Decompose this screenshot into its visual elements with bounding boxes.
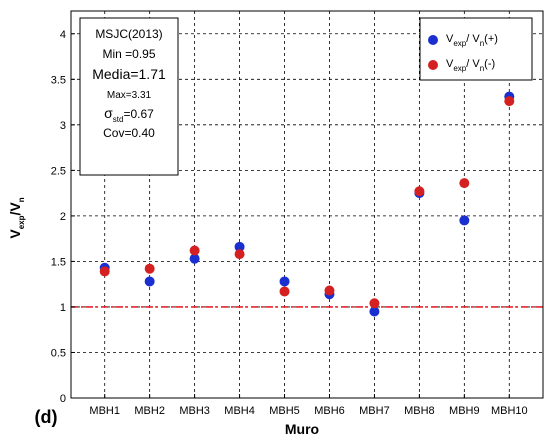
- y-tick-label: 1: [60, 302, 66, 314]
- stats-media: Media=1.71: [92, 66, 166, 82]
- y-tick-label: 1.5: [51, 256, 66, 268]
- point-negative-mbh7: [369, 298, 380, 309]
- y-tick-label: 2.5: [51, 165, 66, 177]
- y-axis-ticks: 0 0.5 1 1.5 2 2.5 3 3.5 4: [51, 29, 75, 405]
- stats-title: MSJC(2013): [95, 27, 162, 41]
- y-tick-label: 3: [60, 120, 66, 132]
- point-negative-mbh5: [279, 286, 290, 297]
- x-tick-label: MBH10: [491, 405, 528, 417]
- y-tick-label: 3.5: [51, 74, 66, 86]
- x-tick-label: MBH9: [449, 405, 480, 417]
- stats-std: σstd=0.67: [104, 105, 154, 124]
- point-positive-mbh9: [459, 215, 470, 226]
- point-positive-mbh5: [279, 276, 290, 287]
- point-negative-mbh2: [144, 263, 155, 274]
- point-positive-mbh3: [189, 253, 200, 264]
- x-tick-label: MBH4: [224, 405, 255, 417]
- point-negative-mbh6: [324, 285, 335, 296]
- y-tick-label: 0: [60, 393, 66, 405]
- stats-std-sub: std: [113, 115, 124, 124]
- legend-label-negative: Vexp/ Vn(-): [446, 58, 495, 73]
- point-positive-mbh2: [144, 276, 155, 287]
- stats-std-value: =0.67: [123, 107, 154, 121]
- point-negative-mbh1: [99, 266, 110, 277]
- panel-label: (d): [35, 407, 58, 427]
- x-axis-ticks: MBH1 MBH2 MBH3 MBH4 MBH5 MBH6 MBH7 MBH8 MBH9 MBH1…: [89, 394, 528, 417]
- legend-marker-positive: [428, 35, 438, 45]
- legend-label-positive: Vexp/ Vn(+): [446, 33, 498, 48]
- point-negative-mbh4: [234, 249, 245, 260]
- x-tick-label: MBH3: [179, 405, 210, 417]
- x-tick-label: MBH1: [89, 405, 120, 417]
- x-tick-label: MBH5: [269, 405, 300, 417]
- data-points: [99, 91, 515, 317]
- point-positive-mbh7: [369, 306, 380, 317]
- legend-marker-negative: [428, 60, 438, 70]
- legend: Vexp/ Vn(+) Vexp/ Vn(-): [419, 17, 533, 81]
- x-tick-label: MBH7: [359, 405, 390, 417]
- plot-frame: [70, 10, 544, 399]
- x-tick-label: MBH8: [404, 405, 435, 417]
- y-tick-label: 2: [60, 211, 66, 223]
- stats-min: Min =0.95: [102, 47, 155, 61]
- point-negative-mbh10: [504, 96, 515, 107]
- point-negative-mbh8: [414, 186, 425, 197]
- point-negative-mbh3: [189, 245, 200, 256]
- x-tick-label: MBH6: [314, 405, 345, 417]
- stats-box: MSJC(2013) Min =0.95 Media=1.71 Max=3.31…: [79, 17, 179, 176]
- x-tick-label: MBH2: [134, 405, 165, 417]
- stats-max: Max=3.31: [107, 90, 152, 101]
- stats-std-symbol: σ: [104, 105, 113, 121]
- point-negative-mbh9: [459, 178, 470, 189]
- x-axis-label: Muro: [285, 421, 319, 437]
- y-tick-label: 0.5: [51, 347, 66, 359]
- point-positive-mbh4: [234, 241, 245, 252]
- y-tick-label: 4: [60, 29, 66, 41]
- y-axis-label: Vexp/Vn: [7, 197, 26, 238]
- stats-cov: Cov=0.40: [103, 126, 155, 140]
